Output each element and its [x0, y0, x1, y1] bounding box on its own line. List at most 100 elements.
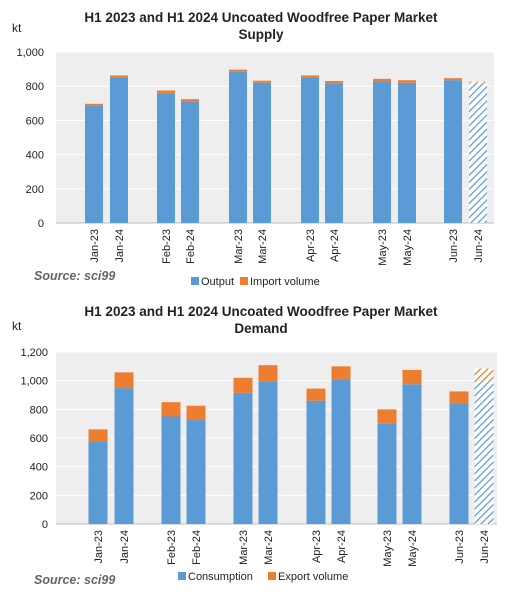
y-tick-label: 800	[30, 404, 48, 416]
bar-output	[85, 105, 103, 223]
bar-import-volume	[110, 75, 128, 78]
bar-consumption	[88, 441, 108, 524]
supply-source: Source: sci99	[34, 269, 115, 283]
x-tick-label: Jan-24	[119, 530, 131, 564]
bar-import-volume	[325, 81, 343, 84]
x-tick-label: Feb-23	[161, 229, 173, 264]
x-tick-label: May-23	[382, 530, 394, 567]
demand-chart-title: H1 2023 and H1 2024 Uncoated Woodfree Pa…	[84, 304, 438, 319]
bar-import-volume	[373, 78, 391, 82]
x-tick-label: Mar-24	[263, 530, 275, 565]
x-tick-label: Jan-23	[93, 530, 105, 564]
bar-output	[301, 77, 319, 223]
x-tick-label: Apr-23	[305, 229, 317, 262]
bar-consumption	[161, 416, 181, 524]
demand-chart-subtitle: Demand	[234, 321, 287, 336]
supply-legend: Output Import volume	[191, 276, 320, 288]
bar-export-volume	[114, 372, 134, 389]
bar-consumption	[233, 392, 253, 524]
bar-consumption	[258, 381, 278, 524]
bar-export-volume	[306, 388, 326, 401]
y-tick-label: 600	[26, 115, 44, 127]
demand-legend: Consumption Export volume	[178, 571, 348, 583]
bar-export-volume	[377, 409, 397, 424]
demand-chart: H1 2023 and H1 2024 Uncoated Woodfree Pa…	[12, 304, 497, 587]
y-tick-label: 200	[26, 184, 44, 196]
bar-consumption	[474, 382, 494, 524]
bar-output	[110, 77, 128, 223]
demand-legend-export: Export volume	[278, 571, 348, 583]
x-tick-label: Jun-24	[473, 229, 485, 263]
supply-bars	[85, 69, 487, 223]
plot-area	[56, 52, 494, 223]
bar-import-volume	[85, 103, 103, 106]
bar-output	[181, 101, 199, 223]
bar-export-volume	[402, 369, 422, 385]
bar-output	[444, 80, 462, 223]
supply-x-axis: Jan-23 Jan-24 Feb-23 Feb-24 Mar-23 Mar-24 Apr-…	[89, 229, 485, 266]
y-tick-label: 1,000	[20, 376, 48, 388]
bar-output	[157, 93, 175, 223]
demand-legend-swatch-consumption	[178, 572, 186, 580]
bar-export-volume	[258, 365, 278, 382]
x-tick-label: Mar-24	[257, 229, 269, 264]
bar-export-volume	[186, 405, 206, 421]
bar-consumption	[331, 379, 351, 524]
bar-export-volume	[474, 368, 494, 383]
bar-consumption	[306, 400, 326, 524]
bar-output	[253, 82, 271, 223]
demand-bars	[88, 365, 494, 524]
x-tick-label: Jun-24	[479, 530, 491, 564]
demand-y-axis: 0 200 400 600 800 1,000 1,200	[20, 347, 48, 531]
bar-import-volume	[157, 90, 175, 94]
bar-import-volume	[181, 99, 199, 102]
x-tick-label: Feb-24	[185, 229, 197, 264]
demand-legend-swatch-export	[268, 572, 276, 580]
x-tick-label: Apr-23	[311, 530, 323, 563]
bar-export-volume	[88, 429, 108, 442]
bar-import-volume	[253, 80, 271, 83]
supply-legend-swatch-output	[191, 277, 199, 285]
x-tick-label: Jun-23	[448, 229, 460, 263]
x-tick-label: Mar-23	[238, 530, 250, 565]
bar-consumption	[402, 384, 422, 524]
bar-export-volume	[331, 366, 351, 380]
bar-consumption	[377, 423, 397, 524]
demand-unit-label: kt	[12, 319, 22, 333]
supply-chart: H1 2023 and H1 2024 Uncoated Woodfree Pa…	[12, 10, 494, 288]
supply-y-axis: 0 200 400 600 800 1,000	[16, 47, 44, 230]
supply-chart-title: H1 2023 and H1 2024 Uncoated Woodfree Pa…	[84, 10, 438, 25]
y-tick-label: 200	[30, 490, 48, 502]
bar-output	[398, 82, 416, 223]
bar-consumption	[186, 420, 206, 524]
bar-import-volume	[229, 69, 247, 72]
y-tick-label: 400	[30, 462, 48, 474]
bar-output	[325, 83, 343, 223]
y-tick-label: 1,200	[20, 347, 48, 359]
demand-source: Source: sci99	[34, 573, 115, 587]
bar-import-volume	[469, 81, 487, 84]
bar-output	[469, 83, 487, 223]
supply-legend-output: Output	[201, 276, 234, 288]
supply-chart-subtitle: Supply	[238, 27, 283, 42]
supply-gridlines	[56, 51, 494, 224]
y-tick-label: 800	[26, 81, 44, 93]
bar-output	[229, 71, 247, 223]
supply-legend-import: Import volume	[250, 276, 320, 288]
x-tick-label: Mar-23	[233, 229, 245, 264]
bar-consumption	[449, 403, 469, 524]
x-tick-label: Feb-23	[166, 530, 178, 565]
x-tick-label: May-24	[407, 530, 419, 567]
x-tick-label: May-23	[377, 229, 389, 266]
y-tick-label: 400	[26, 150, 44, 162]
y-tick-label: 1,000	[16, 47, 44, 59]
supply-legend-swatch-import	[240, 277, 248, 285]
bar-export-volume	[449, 391, 469, 404]
y-tick-label: 600	[30, 433, 48, 445]
bar-import-volume	[444, 78, 462, 81]
demand-x-axis: Jan-23 Jan-24 Feb-23 Feb-24 Mar-23 Mar-24 Apr-…	[93, 530, 491, 567]
x-tick-label: Jan-24	[114, 229, 126, 263]
x-tick-label: Apr-24	[336, 530, 348, 563]
bar-export-volume	[233, 377, 253, 393]
